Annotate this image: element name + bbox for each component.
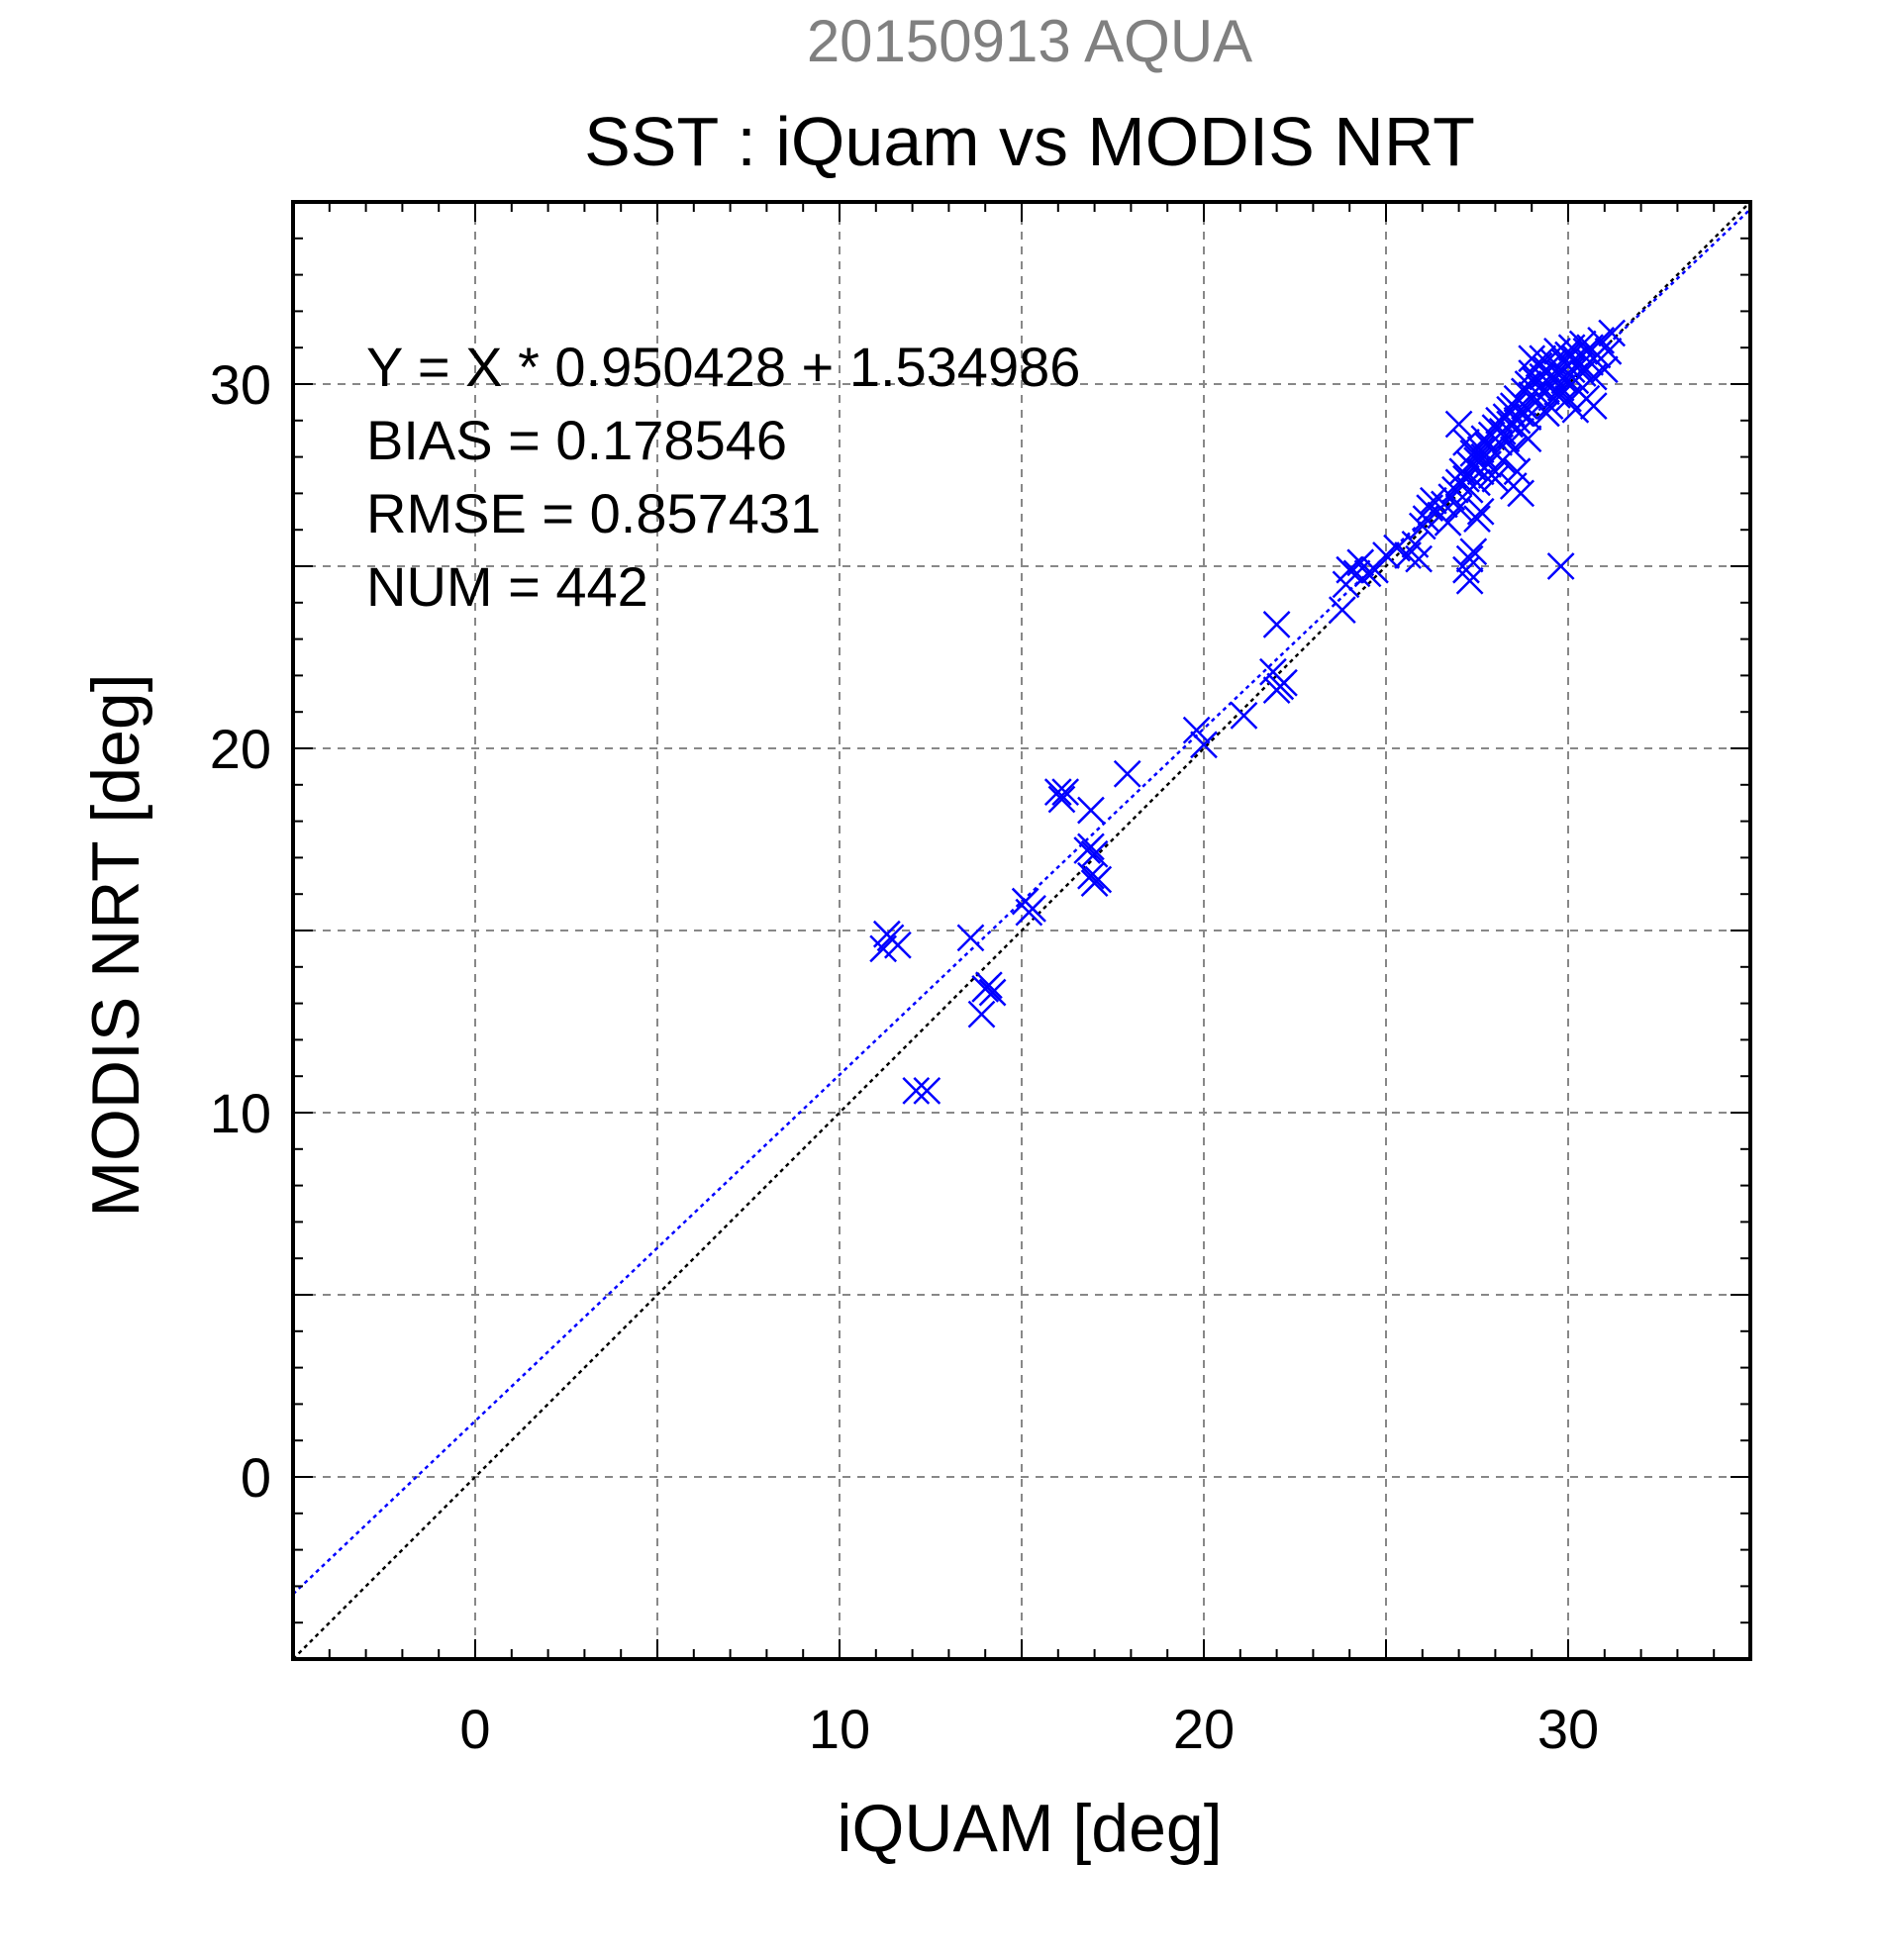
data-point <box>1514 425 1542 453</box>
data-point <box>1405 544 1434 573</box>
data-point <box>1077 833 1105 861</box>
stats-rmse: RMSE = 0.857431 <box>366 482 821 544</box>
y-axis-label: MODIS NRT [deg] <box>78 673 153 1217</box>
data-point <box>902 1077 931 1105</box>
x-tick-label: 30 <box>1537 1698 1599 1760</box>
data-points <box>869 319 1627 1105</box>
data-point <box>1051 778 1080 807</box>
data-point <box>1019 895 1046 923</box>
stats-bias: BIAS = 0.178546 <box>366 409 787 471</box>
one-to-one-line <box>292 201 1751 1660</box>
data-point <box>1590 355 1619 384</box>
data-point <box>1043 778 1072 807</box>
y-tick-label: 30 <box>210 353 271 416</box>
data-point <box>913 1077 941 1105</box>
stats-num: NUM = 442 <box>366 555 648 618</box>
data-point <box>1557 355 1586 384</box>
tick-labels: 0 10 20 30 0 10 20 30 <box>210 353 1599 1760</box>
data-point <box>1113 759 1141 788</box>
data-point <box>978 978 1007 1007</box>
data-point <box>1514 370 1542 398</box>
data-point <box>1568 330 1597 358</box>
regression-line <box>292 208 1751 1596</box>
data-point <box>1077 861 1105 890</box>
y-tick-label: 10 <box>210 1082 271 1144</box>
data-point <box>1452 555 1480 584</box>
grid-lines <box>293 202 1750 1659</box>
data-point <box>1459 538 1488 566</box>
data-point <box>1084 865 1113 894</box>
data-point <box>1434 508 1462 537</box>
data-point <box>1485 428 1513 456</box>
plot-frame <box>291 200 1752 1661</box>
data-point <box>956 924 985 952</box>
data-point <box>1361 555 1389 584</box>
data-point <box>1266 672 1295 701</box>
x-tick-label: 10 <box>809 1698 870 1760</box>
data-point <box>1598 319 1627 347</box>
data-point <box>1481 464 1510 493</box>
reference-lines <box>292 201 1751 1660</box>
stats-equation: Y = X * 0.950428 + 1.534986 <box>366 336 1080 398</box>
data-point <box>1466 497 1495 526</box>
data-point <box>1230 701 1258 730</box>
stats-box: Y = X * 0.950428 + 1.534986 BIAS = 0.178… <box>366 336 1080 618</box>
y-tick-label: 0 <box>241 1446 271 1509</box>
data-point <box>1262 610 1291 638</box>
x-tick-label: 0 <box>459 1698 490 1760</box>
data-point <box>1408 512 1436 540</box>
data-point <box>1533 399 1560 428</box>
data-point <box>876 924 905 952</box>
data-point <box>1047 785 1076 814</box>
data-point <box>1190 731 1218 759</box>
data-point <box>1561 395 1590 424</box>
data-point <box>1328 596 1356 625</box>
data-point <box>967 1000 996 1029</box>
x-axis-label: iQUAM [deg] <box>837 1791 1222 1866</box>
data-point <box>1455 544 1484 573</box>
data-point <box>1419 486 1447 515</box>
chart-title: SST : iQuam vs MODIS NRT <box>584 103 1475 180</box>
data-point <box>1546 552 1575 580</box>
data-point <box>1444 410 1473 439</box>
chart-supertitle: 20150913 AQUA <box>807 8 1252 74</box>
y-tick-label: 20 <box>210 718 271 780</box>
data-point <box>1507 479 1535 508</box>
data-point <box>1077 796 1105 825</box>
data-point <box>1579 392 1608 420</box>
data-point <box>1342 559 1371 588</box>
data-point <box>1182 716 1211 744</box>
data-point <box>1525 373 1553 402</box>
data-point <box>1455 566 1484 595</box>
data-point <box>1594 337 1623 365</box>
data-point <box>1463 505 1491 534</box>
x-tick-label: 20 <box>1173 1698 1235 1760</box>
data-point <box>974 971 1003 1000</box>
data-point <box>1463 468 1491 497</box>
